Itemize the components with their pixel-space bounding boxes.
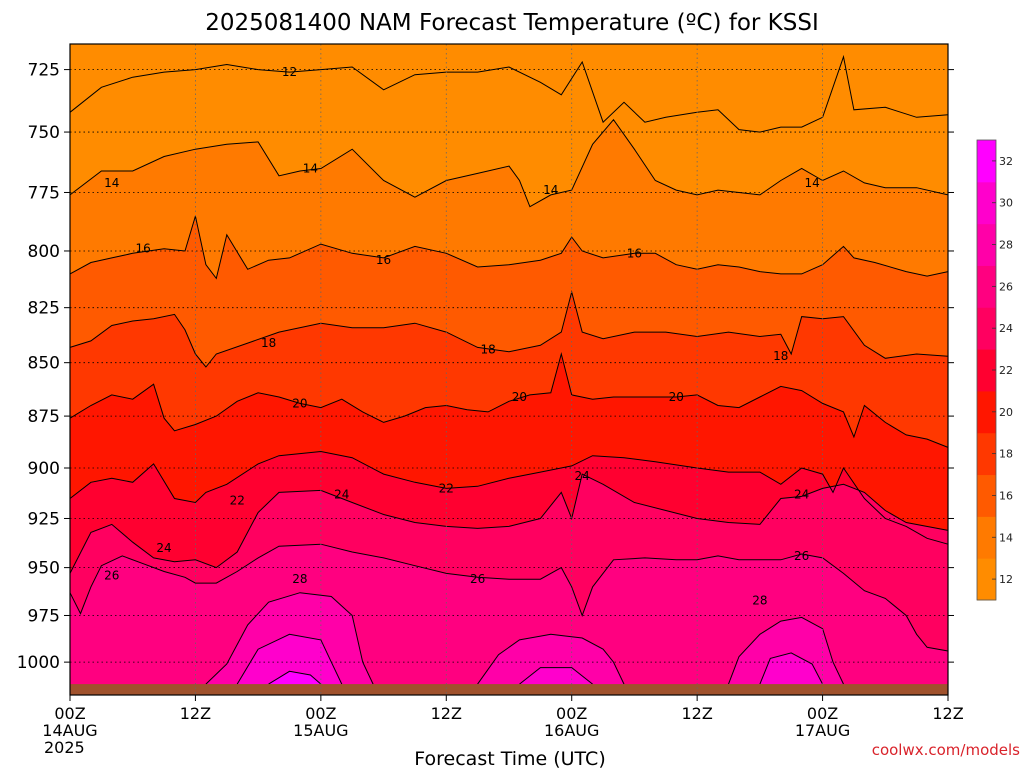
contour-label-24: 24 xyxy=(575,469,590,483)
y-tick-label: 950 xyxy=(28,559,60,579)
contour-label-26: 26 xyxy=(104,568,119,582)
colorbar-swatch xyxy=(977,181,996,225)
colorbar: 12 14 16 18 20 22 24 26 28 30 32 xyxy=(976,139,1013,601)
x-tick-label: 12Z xyxy=(681,704,712,723)
contour-label-22: 22 xyxy=(439,481,454,495)
chart-title: 2025081400 NAM Forecast Temperature (ºC)… xyxy=(205,10,819,36)
contour-label-12: 12 xyxy=(282,65,297,79)
contour-label-20: 20 xyxy=(669,390,684,404)
contour-label-26: 26 xyxy=(470,572,485,586)
colorbar-label: 16 xyxy=(999,489,1013,502)
y-tick-label: 775 xyxy=(28,183,60,203)
colorbar-swatch xyxy=(977,432,996,476)
colorbar-label: 18 xyxy=(999,448,1013,461)
isotherm-14 xyxy=(69,118,949,208)
contour-label-16: 16 xyxy=(627,246,642,260)
contour-label-14: 14 xyxy=(543,183,558,197)
contour-label-14: 14 xyxy=(104,176,119,190)
isotherm-22 xyxy=(69,450,949,545)
colorbar-label: 12 xyxy=(999,573,1013,586)
isotherm-12 xyxy=(69,54,949,133)
isotherm-30 xyxy=(759,652,824,685)
isotherm-30 xyxy=(519,667,593,685)
y-tick-label: 850 xyxy=(28,354,60,374)
colorbar-label: 24 xyxy=(999,322,1013,335)
y-tick-label: 900 xyxy=(28,459,60,479)
x-tick-label: 12Z xyxy=(431,704,462,723)
x-tick-label: 00Z xyxy=(54,704,85,723)
colorbar-swatch xyxy=(977,223,996,266)
contour-label-20: 20 xyxy=(292,396,307,410)
plot-frame xyxy=(69,43,949,696)
contour-label-26: 26 xyxy=(794,549,809,563)
isotherm-28 xyxy=(477,633,625,685)
isotherm-20 xyxy=(69,352,949,448)
x-tick-year: 2025 xyxy=(44,738,85,757)
colorbar-label: 14 xyxy=(999,531,1013,544)
x-tick-label: 00Z xyxy=(305,704,336,723)
contour-label-24: 24 xyxy=(334,487,349,501)
x-tick-date: 15AUG xyxy=(293,721,348,740)
y-tick-label: 750 xyxy=(28,123,60,143)
y-tick-label: 975 xyxy=(28,606,60,626)
y-tick-label: 925 xyxy=(28,509,60,529)
contour-label-16: 16 xyxy=(376,253,391,267)
x-tick-label: 00Z xyxy=(807,704,838,723)
colorbar-swatch xyxy=(977,307,996,350)
colorbar-label: 28 xyxy=(999,239,1013,252)
isotherm-30 xyxy=(236,633,343,685)
x-tick-label: 00Z xyxy=(556,704,587,723)
x-tick-date: 14AUG xyxy=(42,721,97,740)
contour-label-14: 14 xyxy=(804,176,819,190)
isotherm-24 xyxy=(69,473,949,574)
y-axis: 725 750 775 800 825 850 875 900 925 950 975 1000 xyxy=(17,61,954,673)
contour-label-20: 20 xyxy=(512,390,527,404)
credit-label: coolwx.com/models xyxy=(872,741,1020,759)
contour-label-24: 24 xyxy=(156,541,171,555)
x-tick-date: 17AUG xyxy=(795,721,850,740)
colorbar-swatch xyxy=(977,390,996,434)
x-tick-label: 12Z xyxy=(180,704,211,723)
contour-label-18: 18 xyxy=(261,336,276,350)
colorbar-swatch xyxy=(977,516,996,559)
contour-label-14: 14 xyxy=(303,162,318,176)
isotherm-16 xyxy=(69,215,949,280)
colorbar-swatch xyxy=(977,474,996,517)
y-tick-label: 725 xyxy=(28,61,60,81)
colorbar-swatch xyxy=(977,140,996,183)
isotherm-28 xyxy=(205,592,374,685)
colorbar-swatch xyxy=(977,558,996,601)
y-tick-label: 825 xyxy=(28,299,60,319)
contour-label-22: 22 xyxy=(230,493,245,507)
contour-label-24: 24 xyxy=(794,487,809,501)
colorbar-label: 32 xyxy=(999,155,1013,168)
contour-label-18: 18 xyxy=(773,349,788,363)
colorbar-label: 20 xyxy=(999,406,1013,419)
contour-label-18: 18 xyxy=(480,343,495,357)
isotherm-32 xyxy=(268,670,322,685)
contour-label-28: 28 xyxy=(752,593,767,607)
isotherm-26 xyxy=(69,543,949,652)
ground xyxy=(70,684,948,695)
y-tick-label: 800 xyxy=(28,242,60,262)
y-tick-label: 1000 xyxy=(17,653,60,673)
colorbar-swatch xyxy=(977,349,996,392)
isotherm-28 xyxy=(728,616,844,685)
x-axis-title: Forecast Time (UTC) xyxy=(414,748,605,768)
contour-label-16: 16 xyxy=(136,242,151,256)
contour-label-28: 28 xyxy=(292,572,307,586)
isotherm-18 xyxy=(69,290,949,368)
colorbar-swatch xyxy=(977,265,996,308)
plot-area: 12 14 14 14 14 16 16 16 18 18 18 20 20 20 22 22 24 24 24 24… xyxy=(69,43,949,696)
x-tick-label: 12Z xyxy=(932,704,963,723)
colorbar-label: 26 xyxy=(999,280,1013,293)
x-tick-date: 16AUG xyxy=(544,721,599,740)
colorbar-label: 30 xyxy=(999,197,1013,210)
y-tick-label: 875 xyxy=(28,407,60,427)
colorbar-label: 22 xyxy=(999,364,1013,377)
